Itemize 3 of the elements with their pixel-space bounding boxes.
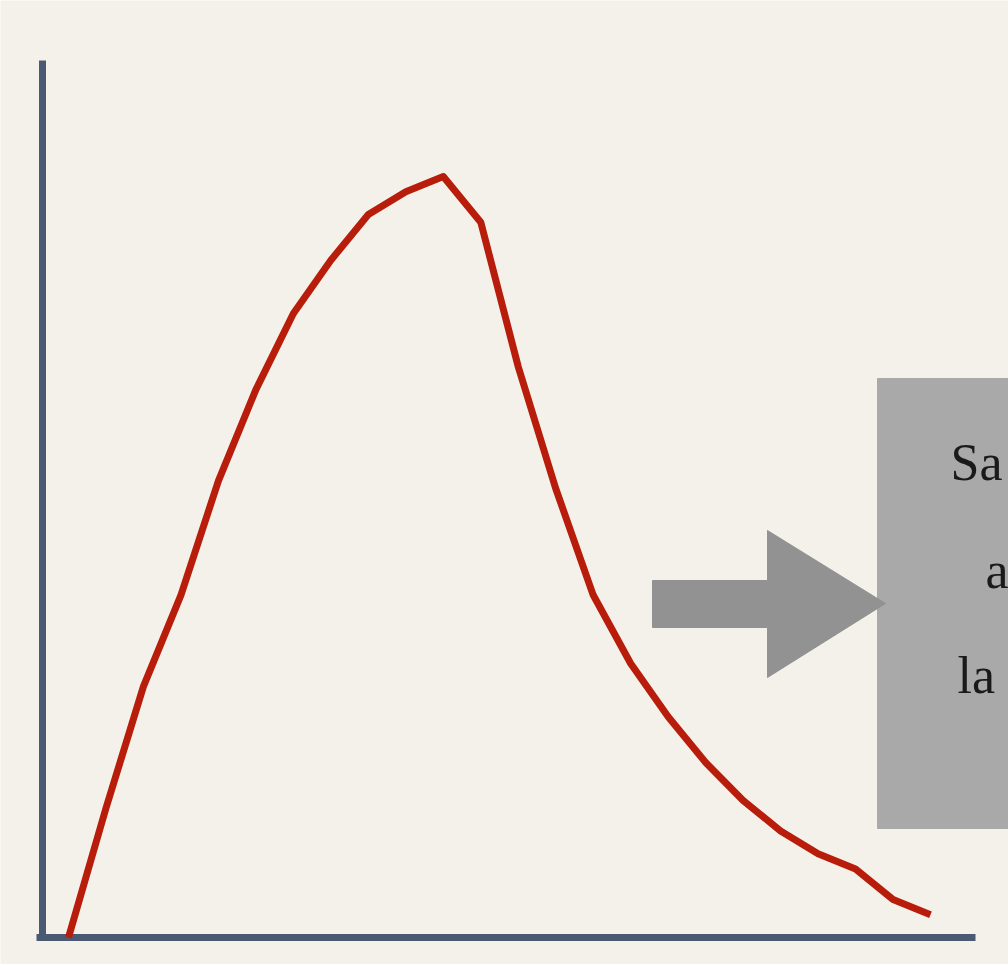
text: a	[985, 542, 1008, 599]
annotation: la	[957, 647, 996, 704]
annotation: Sa	[950, 434, 1003, 491]
